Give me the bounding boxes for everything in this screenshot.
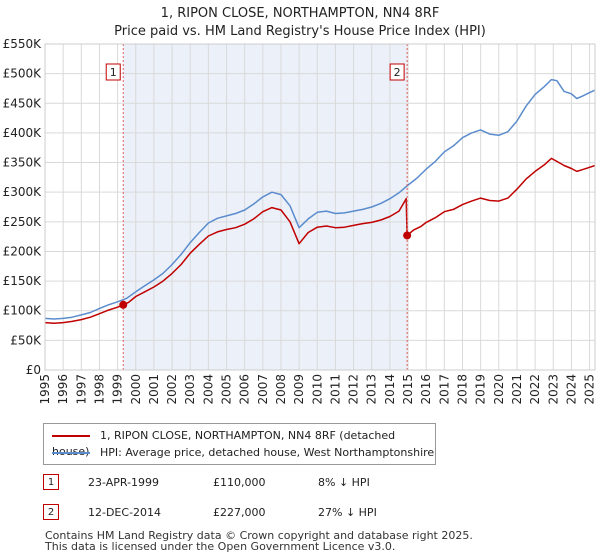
y-tick-label: £50K xyxy=(10,333,42,347)
x-tick-label: 2010 xyxy=(310,374,324,405)
sale-point xyxy=(403,231,412,240)
x-tick-label: 2017 xyxy=(437,374,451,405)
price-chart: 1, RIPON CLOSE, NORTHAMPTON, NN4 8RF Pri… xyxy=(3,6,597,405)
x-tick-label: 2016 xyxy=(419,374,433,405)
x-tick-label: 2009 xyxy=(292,374,306,405)
footer-copyright: Contains HM Land Registry data © Crown c… xyxy=(45,529,473,542)
chart-subtitle: Price paid vs. HM Land Registry's House … xyxy=(114,24,486,39)
y-tick-label: £350K xyxy=(3,156,43,170)
x-tick-label: 1996 xyxy=(56,374,70,405)
y-tick-label: £250K xyxy=(3,215,43,229)
sale-marker-box xyxy=(389,63,405,81)
transaction-hpi-diff: 27% ↓ HPI xyxy=(318,506,377,519)
chart-title: 1, RIPON CLOSE, NORTHAMPTON, NN4 8RF xyxy=(161,6,440,21)
legend-label-hpi: HPI: Average price, detached house, West… xyxy=(100,446,435,459)
x-tick-label: 2025 xyxy=(583,374,597,405)
legend: 1, RIPON CLOSE, NORTHAMPTON, NN4 8RF (de… xyxy=(43,423,436,465)
transaction-price: £227,000 xyxy=(213,506,266,519)
x-tick-label: 2002 xyxy=(165,374,179,405)
x-tick-label: 2021 xyxy=(510,374,524,405)
transaction-number-badge: 1 xyxy=(43,474,59,490)
sale-marker-label: 1 xyxy=(110,66,117,79)
x-tick-label: 2008 xyxy=(274,374,288,405)
x-tick-label: 2005 xyxy=(220,374,234,405)
x-tick-label: 2006 xyxy=(238,374,252,405)
legend-item-property: 1, RIPON CLOSE, NORTHAMPTON, NN4 8RF (de… xyxy=(52,428,435,458)
transaction-row: 1 23-APR-1999 £110,000 8% ↓ HPI xyxy=(43,474,600,492)
legend-swatch-hpi xyxy=(52,452,90,454)
transaction-price: £110,000 xyxy=(213,476,266,489)
sale-marker-box xyxy=(105,63,121,81)
series-line-property xyxy=(44,157,596,324)
x-tick-label: 2019 xyxy=(474,374,488,405)
x-tick-label: 2018 xyxy=(455,374,469,405)
x-tick-label: 1995 xyxy=(38,374,52,405)
x-tick-label: 2013 xyxy=(365,374,379,405)
legend-label-property: 1, RIPON CLOSE, NORTHAMPTON, NN4 8RF (de… xyxy=(52,429,396,458)
x-tick-label: 2001 xyxy=(147,374,161,405)
ownership-period-shade xyxy=(123,44,408,370)
y-tick-label: £150K xyxy=(3,274,43,288)
series-line-hpi xyxy=(44,78,596,320)
y-tick-label: £0 xyxy=(26,363,41,377)
y-tick-label: £450K xyxy=(3,96,43,110)
x-tick-label: 2015 xyxy=(401,374,415,405)
y-tick-label: £500K xyxy=(3,67,43,81)
x-tick-label: 1999 xyxy=(111,374,125,405)
sale-point xyxy=(119,300,128,309)
legend-swatch-property xyxy=(52,435,90,437)
y-tick-label: £100K xyxy=(3,304,43,318)
x-tick-label: 2022 xyxy=(528,374,542,405)
x-tick-label: 2023 xyxy=(546,374,560,405)
y-tick-label: £200K xyxy=(3,244,43,258)
x-tick-label: 2003 xyxy=(183,374,197,405)
x-tick-label: 2012 xyxy=(347,374,361,405)
x-tick-label: 2000 xyxy=(129,374,143,405)
x-tick-label: 2024 xyxy=(564,374,578,405)
x-tick-label: 2007 xyxy=(256,374,270,405)
transaction-number-badge: 2 xyxy=(43,504,59,520)
footer-attribution: Contains HM Land Registry data © Crown c… xyxy=(45,530,473,552)
y-tick-label: £400K xyxy=(3,126,43,140)
x-tick-label: 2020 xyxy=(492,374,506,405)
x-tick-label: 1998 xyxy=(92,374,106,405)
sale-marker-label: 2 xyxy=(394,66,401,79)
y-tick-label: £550K xyxy=(3,37,43,51)
transaction-row: 2 12-DEC-2014 £227,000 27% ↓ HPI xyxy=(43,504,600,522)
transaction-date: 12-DEC-2014 xyxy=(88,506,162,519)
transaction-hpi-diff: 8% ↓ HPI xyxy=(318,476,370,489)
x-tick-label: 2014 xyxy=(383,374,397,405)
x-tick-label: 2004 xyxy=(201,374,215,405)
legend-item-hpi: HPI: Average price, detached house, West… xyxy=(52,445,434,461)
x-tick-label: 1997 xyxy=(74,374,88,405)
footer-license: This data is licensed under the Open Gov… xyxy=(45,540,396,553)
x-tick-label: 2011 xyxy=(328,374,342,405)
transaction-date: 23-APR-1999 xyxy=(88,476,160,489)
plot-border xyxy=(44,43,596,371)
y-tick-label: £300K xyxy=(3,185,43,199)
